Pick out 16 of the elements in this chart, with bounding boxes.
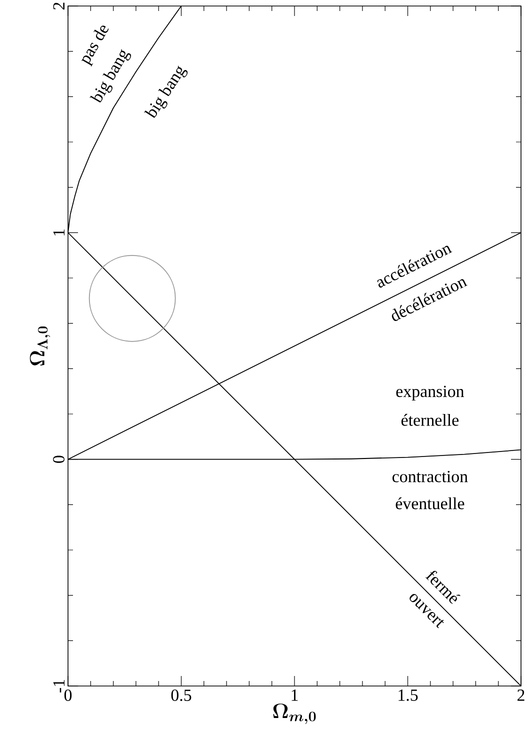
x-tick-label: 2	[518, 690, 524, 701]
annotation: éternelle	[401, 414, 459, 426]
annotation: expansion	[396, 386, 464, 401]
x-tick-label: 0.5	[171, 690, 192, 702]
annotation: éventuelle	[396, 497, 464, 510]
x-tick-label: 1.5	[398, 690, 418, 701]
y-axis-title: $\Omega_{\Lambda,0}$	[30, 326, 50, 366]
y-tick-label: -1	[53, 680, 64, 692]
x-axis-title: $\Omega_{m,0}$	[273, 704, 316, 724]
y-tick-label: 2	[53, 2, 64, 10]
y-tick-label: 0	[53, 456, 64, 463]
y-tick-label: 1	[53, 229, 64, 236]
x-tick-label: 1	[292, 690, 298, 701]
x-tick-label: 0	[64, 690, 72, 701]
annotation: pas de	[81, 26, 109, 67]
annotation: contraction	[392, 470, 468, 482]
